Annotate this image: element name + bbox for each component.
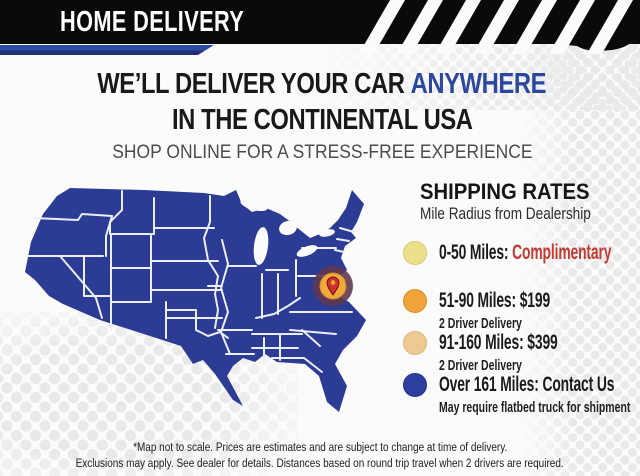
rate-note: 2 Driver Delivery	[439, 315, 522, 332]
hero-title-line1: WE’LL DELIVER YOUR CAR ANYWHERE	[2, 66, 640, 102]
rate-range: 91-160 Miles:	[439, 331, 524, 354]
usa-map	[25, 188, 366, 412]
hero-title-prefix: WE’LL DELIVER YOUR CAR	[97, 68, 406, 100]
hero-title-line2: IN THE CONTINENTAL USA	[171, 104, 473, 136]
rates-subheading: Mile Radius from Dealership	[420, 204, 591, 223]
rate-color-dot	[403, 241, 427, 265]
footer-disclaimer: *Map not to scale. Prices are estimates …	[0, 440, 640, 471]
rate-note: 2 Driver Delivery	[439, 357, 522, 374]
rate-color-dot	[403, 331, 427, 355]
hero-title-highlight: ANYWHERE	[410, 68, 547, 100]
accent-bar	[0, 45, 214, 55]
rate-note: May require flatbed truck for shipment	[439, 399, 631, 416]
rate-range: 0-50 Miles:	[439, 241, 509, 264]
rate-value: Complimentary	[512, 241, 612, 264]
map-pin-icon	[326, 276, 340, 296]
hero-subtitle: SHOP ONLINE FOR A STRESS-FREE EXPERIENCE	[111, 142, 533, 163]
usa-landmass	[25, 188, 366, 412]
banner-title: HOME DELIVERY	[60, 6, 245, 38]
rate-range: 51-90 Miles:	[439, 289, 517, 312]
rate-row: Over 161 Miles: Contact Us May require f…	[403, 373, 640, 416]
rate-range: Over 161 Miles:	[439, 373, 539, 396]
rate-row: 0-50 Miles: Complimentary	[403, 241, 640, 267]
great-lakes	[240, 198, 335, 265]
rates-heading: SHIPPING RATES	[420, 179, 590, 204]
rate-color-dot	[403, 289, 427, 313]
rate-value: $199	[519, 289, 551, 312]
rate-value: Contact Us	[542, 373, 615, 396]
rate-color-dot	[403, 373, 427, 397]
rate-row: 51-90 Miles: $199 2 Driver Delivery	[403, 289, 607, 332]
rate-value: $399	[527, 331, 558, 354]
banner-stripes	[0, 0, 640, 54]
rate-row: 91-160 Miles: $399 2 Driver Delivery	[403, 331, 619, 374]
dealership-location-marker	[313, 266, 353, 306]
footer-line2: Exclusions may apply. See dealer for det…	[75, 455, 565, 470]
banner: HOME DELIVERY	[60, 6, 306, 39]
hero: WE’LL DELIVER YOUR CAR ANYWHERE IN THE C…	[2, 66, 640, 165]
footer-line1: *Map not to scale. Prices are estimates …	[132, 440, 508, 454]
